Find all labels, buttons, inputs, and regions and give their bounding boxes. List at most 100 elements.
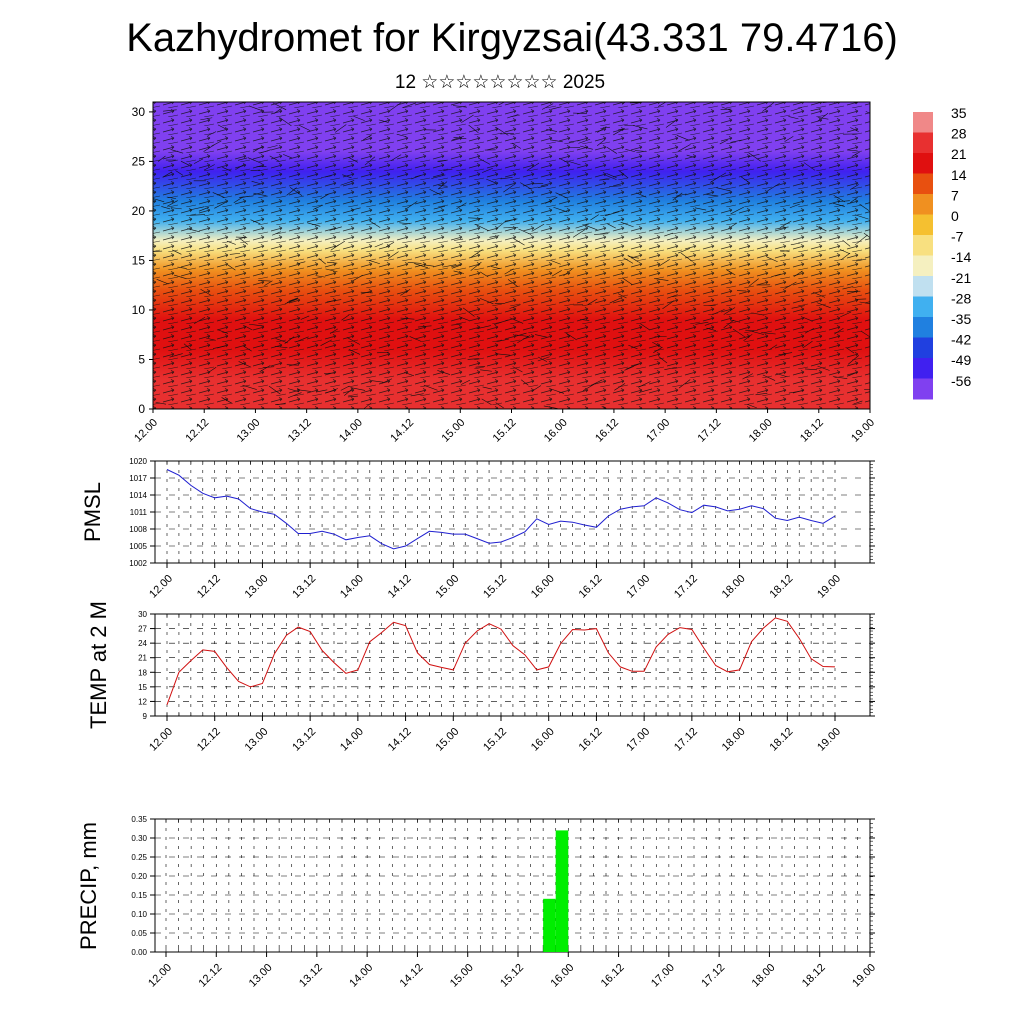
wind-barb	[453, 105, 467, 108]
wind-barb	[810, 108, 821, 112]
wind-barb	[495, 127, 509, 136]
wind-barb	[390, 154, 402, 161]
wind-barb	[200, 117, 213, 121]
colorbar: 35 28 21 14 7 0 -7 -14 -21 -28 -35 -42 -49 -56	[913, 105, 971, 400]
wind-barb	[507, 114, 519, 119]
wind-barb	[678, 144, 691, 152]
x-tick-label: 16.00	[529, 573, 557, 601]
y-tick-label: 1017	[129, 474, 147, 483]
wind-barb	[779, 220, 792, 229]
y-tick-label: 30	[138, 610, 147, 619]
wind-barb	[755, 392, 768, 396]
y-tick-label: 5	[138, 352, 145, 366]
wind-barb	[479, 271, 489, 278]
wind-barb	[348, 157, 359, 163]
wind-barb	[153, 198, 165, 203]
x-tick-label: 19.00	[815, 726, 843, 754]
wind-barb	[500, 133, 514, 135]
wind-barb	[543, 405, 558, 409]
wind-barb	[454, 238, 464, 241]
x-tick-label: 13.12	[290, 726, 318, 754]
x-tick-label: 14.12	[398, 962, 426, 990]
x-tick-label: 17.12	[696, 417, 724, 445]
y-tick-label: 1008	[129, 525, 147, 534]
wind-barb	[190, 214, 206, 216]
wind-barb	[402, 102, 417, 108]
y-tick-label: 15	[138, 683, 147, 692]
colorbar-swatch	[913, 112, 933, 133]
colorbar-label: 28	[951, 126, 967, 142]
wind-barb	[854, 214, 869, 220]
wind-barb	[200, 288, 211, 296]
wind-barb	[498, 102, 506, 106]
wind-barb	[833, 194, 845, 203]
wind-barb	[461, 114, 474, 123]
wind-barb	[242, 384, 257, 390]
colorbar-swatch	[913, 214, 933, 236]
wind-barb	[537, 356, 550, 362]
wind-barb	[604, 174, 617, 180]
x-tick-label: 12.00	[132, 417, 160, 445]
wind-barb	[287, 392, 302, 399]
wind-barb	[350, 274, 363, 282]
x-tick-label: 13.00	[243, 726, 271, 754]
wind-barb	[423, 384, 438, 391]
wind-barb	[480, 369, 492, 372]
wind-barb	[812, 291, 826, 298]
wind-barb	[414, 263, 428, 269]
x-tick-label: 18.12	[767, 726, 795, 754]
wind-barb	[788, 390, 804, 394]
wind-barb	[207, 131, 217, 136]
y-tick-label: 30	[132, 105, 146, 119]
colorbar-label: -56	[951, 373, 971, 389]
wind-barb	[288, 297, 299, 302]
wind-barb	[362, 134, 372, 141]
wind-barb	[511, 142, 521, 149]
x-tick-label: 14.00	[347, 962, 375, 990]
wind-barb	[624, 366, 634, 371]
wind-barb	[156, 279, 169, 285]
wind-barb	[295, 336, 309, 343]
colorbar-label: 14	[951, 167, 967, 183]
wind-barb	[509, 317, 524, 324]
wind-barb	[815, 225, 827, 232]
wind-barb	[712, 309, 725, 316]
series-line	[166, 469, 836, 550]
wind-barb	[460, 379, 471, 385]
x-tick-label: 15.12	[491, 417, 519, 445]
wind-barb	[726, 269, 736, 276]
wind-barb	[622, 102, 626, 105]
wind-barb	[329, 328, 338, 334]
wind-barb	[411, 175, 421, 180]
wind-barb	[478, 157, 491, 165]
wind-barb	[252, 146, 263, 153]
wind-barb	[468, 217, 483, 219]
wind-barb	[842, 239, 851, 247]
wind-barb	[203, 144, 215, 152]
wind-barb	[247, 157, 262, 164]
wind-barb	[742, 373, 753, 380]
wind-barb	[600, 126, 611, 129]
wind-barb	[652, 341, 662, 348]
wind-barb	[172, 249, 182, 255]
wind-barb	[678, 248, 691, 254]
y-tick-label: 10	[132, 303, 146, 317]
wind-barb	[572, 229, 586, 238]
y-tick-label: 1011	[130, 508, 148, 517]
wind-barb	[242, 345, 252, 352]
y-tick-label: 27	[138, 625, 147, 634]
wind-barb	[287, 388, 300, 393]
wind-barb	[751, 312, 765, 316]
wind-barb	[706, 194, 719, 197]
wind-barb	[863, 232, 870, 238]
wind-barb	[520, 182, 532, 190]
wind-barb	[269, 155, 280, 162]
wind-barb	[856, 234, 868, 245]
wind-barb	[153, 250, 163, 252]
wind-barb	[515, 334, 529, 337]
x-tick-label: 13.12	[286, 417, 314, 445]
x-tick-label: 14.12	[386, 573, 414, 601]
wind-barb	[297, 389, 311, 392]
wind-barb	[470, 249, 483, 258]
wind-barb	[762, 374, 776, 381]
